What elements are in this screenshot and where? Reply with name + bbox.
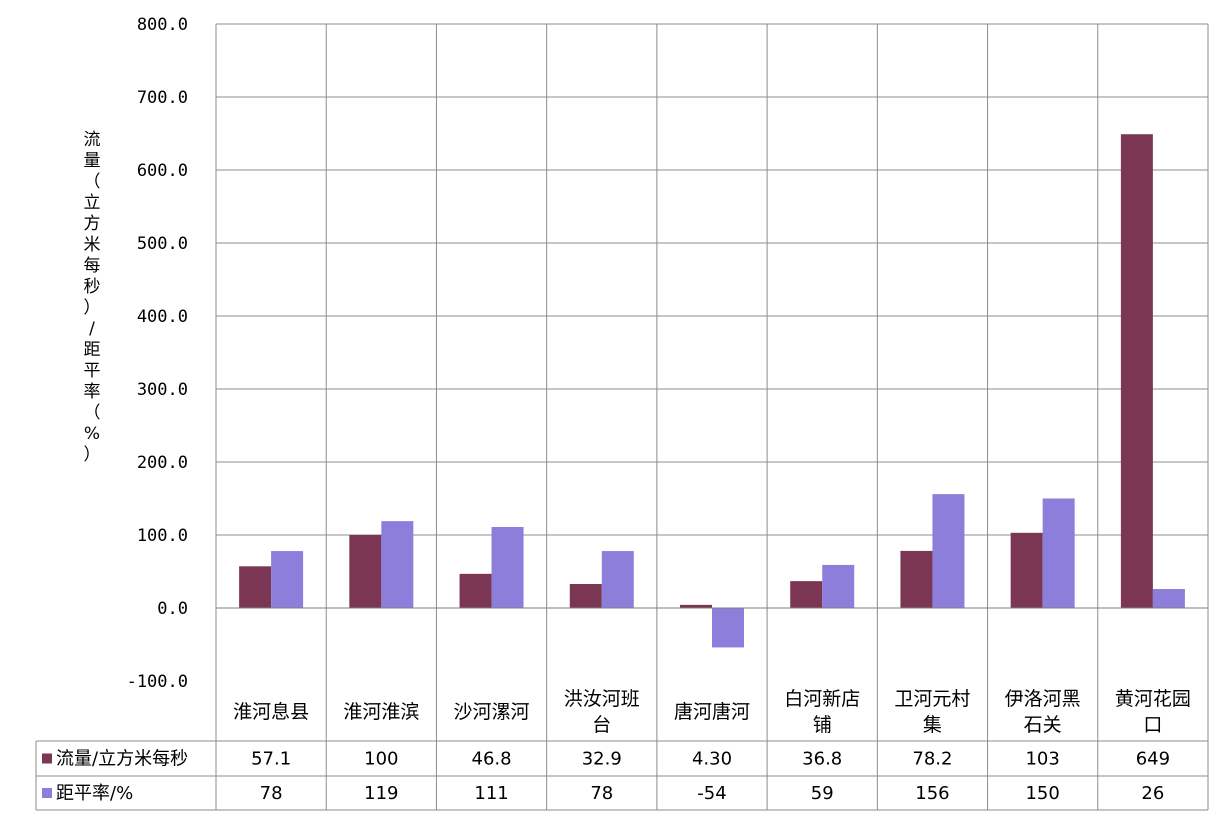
category-label: 淮河息县 — [233, 701, 309, 723]
bar-anomaly — [601, 551, 634, 608]
bar-anomaly — [491, 526, 524, 608]
bar-anomaly — [271, 551, 304, 608]
y-tick-label: 600.0 — [137, 161, 188, 181]
data-table-cell: 150 — [1025, 783, 1059, 804]
bar-flow — [239, 566, 272, 608]
bar-flow — [569, 583, 602, 608]
y-tick-label: 500.0 — [137, 234, 188, 254]
data-table-cell: 78 — [590, 783, 613, 804]
category-label: 黄河花园 — [1115, 688, 1191, 710]
bar-anomaly — [822, 564, 855, 608]
y-tick-label: 300.0 — [137, 380, 188, 400]
data-table-cell: 156 — [915, 783, 949, 804]
bar-flow — [680, 604, 712, 608]
y-tick-label: 800.0 — [137, 15, 188, 35]
category-label: 铺 — [813, 714, 832, 736]
category-label: 淮河淮滨 — [343, 701, 419, 723]
bar-flow — [349, 535, 382, 608]
y-axis-label-char: 每 — [84, 256, 101, 276]
y-axis-label-char: ） — [84, 298, 101, 318]
category-label: 洪汝河班 — [564, 688, 640, 710]
data-table-cell: 103 — [1025, 749, 1059, 770]
category-label: 台 — [592, 714, 611, 736]
data-table-cell: 649 — [1136, 749, 1170, 770]
data-table-cell: 32.9 — [582, 749, 622, 770]
bar-flow — [900, 550, 933, 608]
y-axis-label-char: 米 — [84, 235, 101, 255]
category-label: 沙河漯河 — [454, 701, 530, 723]
y-tick-label: 700.0 — [137, 88, 188, 108]
bar-flow — [790, 581, 823, 608]
category-label: 唐河唐河 — [674, 701, 750, 723]
y-axis-label-char: 立 — [84, 193, 101, 213]
y-axis-label-char: （ — [84, 172, 101, 192]
category-label: 白河新店 — [784, 688, 860, 710]
bar-anomaly — [932, 494, 965, 608]
data-table-cell: 78 — [260, 783, 283, 804]
y-tick-label: 0.0 — [157, 599, 188, 619]
category-label: 卫河元村 — [894, 688, 970, 710]
category-label: 口 — [1143, 714, 1162, 736]
y-axis-label-char: / — [89, 319, 95, 339]
y-axis-label-char: 平 — [84, 361, 101, 381]
category-label: 集 — [923, 714, 942, 736]
y-axis-label-char: % — [84, 424, 100, 444]
legend-swatch — [42, 753, 52, 764]
y-axis-label-char: 方 — [84, 214, 101, 234]
y-axis-label-char: 量 — [84, 151, 101, 171]
y-axis-label-char: 秒 — [84, 277, 101, 297]
bar-anomaly — [1152, 589, 1185, 608]
y-axis-label: 流量（立方米每秒）/距平率（%） — [84, 130, 101, 465]
bar-anomaly — [1042, 498, 1075, 608]
y-axis-label-char: （ — [84, 403, 101, 423]
category-label: 伊洛河黑 — [1005, 688, 1081, 710]
bar-flow — [459, 573, 492, 608]
legend-label: 流量/立方米每秒 — [56, 749, 188, 770]
data-table-cell: 4.30 — [692, 749, 732, 770]
bar-flow — [1120, 134, 1153, 609]
data-table-cell: 57.1 — [251, 749, 291, 770]
data-table-cell: 100 — [364, 749, 398, 770]
bar-anomaly — [381, 521, 414, 608]
data-table-cell: -54 — [697, 783, 726, 804]
data-table-cell: 119 — [364, 783, 398, 804]
category-label: 石关 — [1024, 714, 1062, 736]
legend-swatch — [42, 788, 52, 798]
y-tick-label: -100.0 — [127, 672, 188, 692]
bar-anomaly — [712, 608, 744, 648]
y-axis-label-char: ） — [84, 445, 101, 465]
data-table-cell: 46.8 — [472, 749, 512, 770]
legend-label: 距平率/% — [56, 783, 133, 804]
y-tick-label: 200.0 — [137, 453, 188, 473]
y-axis-label-char: 率 — [84, 382, 101, 402]
data-table-cell: 36.8 — [802, 749, 842, 770]
data-table-cell: 59 — [811, 783, 834, 804]
y-tick-label: 100.0 — [137, 526, 188, 546]
data-table-cell: 78.2 — [912, 749, 952, 770]
data-table-cell: 111 — [474, 783, 508, 804]
data-table-cell: 26 — [1141, 783, 1164, 804]
y-axis-label-char: 距 — [84, 340, 101, 360]
y-tick-label: 400.0 — [137, 307, 188, 327]
bar-flow — [1010, 532, 1043, 608]
y-axis-label-char: 流 — [84, 130, 101, 150]
